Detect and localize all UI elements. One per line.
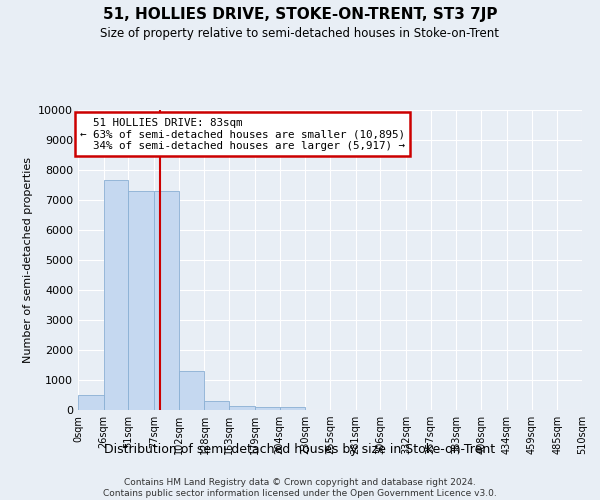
Text: Contains HM Land Registry data © Crown copyright and database right 2024.
Contai: Contains HM Land Registry data © Crown c… [103, 478, 497, 498]
Bar [179, 371, 205, 410]
Bar [205, 401, 229, 410]
Bar [154, 191, 179, 410]
Bar [128, 191, 154, 410]
Bar [104, 180, 128, 410]
Bar [229, 406, 255, 410]
Y-axis label: Number of semi-detached properties: Number of semi-detached properties [23, 157, 32, 363]
Bar [78, 395, 104, 410]
Text: Size of property relative to semi-detached houses in Stoke-on-Trent: Size of property relative to semi-detach… [101, 28, 499, 40]
Text: Distribution of semi-detached houses by size in Stoke-on-Trent: Distribution of semi-detached houses by … [104, 442, 496, 456]
Text: 51, HOLLIES DRIVE, STOKE-ON-TRENT, ST3 7JP: 51, HOLLIES DRIVE, STOKE-ON-TRENT, ST3 7… [103, 8, 497, 22]
Text: 51 HOLLIES DRIVE: 83sqm
← 63% of semi-detached houses are smaller (10,895)
  34%: 51 HOLLIES DRIVE: 83sqm ← 63% of semi-de… [80, 118, 405, 150]
Bar [255, 407, 280, 410]
Bar [280, 407, 305, 410]
